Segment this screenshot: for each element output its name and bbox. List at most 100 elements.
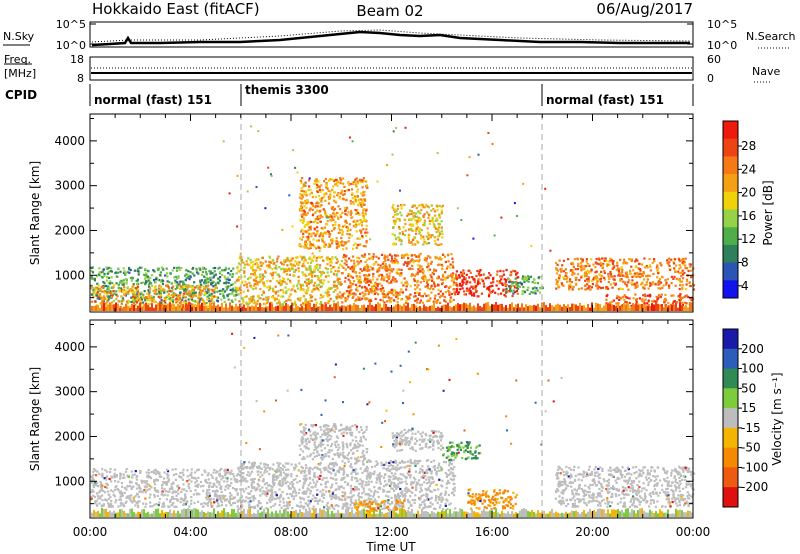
power-near-range-band	[279, 303, 281, 311]
power-cell-4	[386, 294, 389, 297]
power-cell-4	[440, 278, 443, 281]
power-cell-4	[421, 295, 424, 298]
velocity-cell-0	[109, 495, 112, 499]
velocity-cell-1	[335, 478, 338, 481]
power-near-range-band	[115, 302, 117, 311]
power-cell-3	[300, 245, 303, 248]
power-cell-8	[680, 258, 684, 261]
power-cell-1	[158, 284, 161, 287]
power-cell-2	[252, 264, 255, 267]
power-cell-2	[285, 290, 288, 293]
power-cell-8	[672, 260, 675, 264]
power-near-range-band	[129, 307, 131, 311]
power-cell-1	[155, 290, 158, 293]
power-near-range-band	[547, 307, 549, 311]
power-cell-2	[302, 302, 305, 305]
power-near-range-band	[201, 302, 203, 311]
power-near-range-band	[559, 304, 561, 311]
power-cell-4	[353, 280, 356, 283]
velocity-cell-0	[122, 476, 125, 479]
power-cell-5	[423, 206, 426, 209]
power-cell-3	[308, 185, 311, 188]
power-cell-1	[143, 296, 146, 299]
power-cell-0	[171, 300, 175, 303]
power-near-range-band	[219, 306, 221, 311]
power-cell-2	[250, 295, 253, 299]
velocity-cell-1	[324, 466, 327, 469]
noise-right-tick-top: 10^5	[707, 18, 737, 31]
power-cell-9	[681, 302, 684, 305]
power-cell-1	[132, 301, 136, 305]
velocity-cell-0	[211, 485, 214, 488]
velocity-cell-0	[188, 487, 191, 490]
power-cell-0	[217, 282, 220, 285]
power-cell-0	[191, 267, 194, 270]
power-near-range-band	[675, 302, 677, 311]
power-cell-7	[533, 281, 537, 285]
velocity-cell-0	[209, 499, 212, 502]
power-cell-4	[400, 272, 403, 275]
power-near-range-band	[99, 307, 101, 311]
power-near-range-band	[203, 306, 205, 311]
power-cell-1	[205, 286, 208, 289]
power-cell-2	[251, 267, 254, 270]
power-near-range-band	[471, 306, 473, 311]
power-near-range-band	[525, 304, 527, 311]
power-cell-4	[390, 289, 393, 292]
power-cell-1	[171, 294, 174, 297]
power-cell-3	[323, 241, 326, 244]
power-cell-8	[555, 272, 559, 275]
power-cell-2	[282, 277, 286, 280]
velocity-cell-0	[181, 498, 184, 501]
power-cell-8	[631, 283, 634, 286]
power-cell-4	[385, 273, 388, 276]
power-cell-9	[643, 293, 647, 296]
power-cell-3	[348, 183, 351, 186]
power-cell-4	[359, 292, 362, 295]
power-cell-2	[337, 266, 340, 269]
power-cell-5	[412, 215, 415, 218]
power-cell-8	[617, 274, 620, 277]
power-cell-0	[144, 277, 147, 280]
power-cell-4	[372, 273, 375, 276]
power-cell-0	[201, 270, 205, 274]
power-cell-2	[319, 293, 323, 296]
power-cell-0	[189, 275, 192, 278]
power-cell-9	[641, 298, 644, 301]
power-cell-4	[394, 260, 397, 263]
power-cell-0	[200, 273, 204, 276]
power-cell-1	[99, 302, 102, 305]
power-near-range-band	[557, 303, 559, 311]
power-cell-3	[309, 220, 313, 223]
power-cell-4	[424, 285, 427, 288]
power-cell-1	[95, 304, 98, 307]
power-cell-6	[476, 295, 479, 298]
power-cell-4	[344, 276, 347, 279]
power-cell-2	[237, 269, 240, 272]
power-cell-5	[427, 231, 430, 234]
power-near-range-band	[561, 306, 563, 311]
power-cell-0	[227, 281, 230, 284]
velocity-cell-0	[109, 468, 112, 471]
power-cell-3	[324, 211, 327, 214]
power-cell-8	[615, 268, 618, 271]
power-cell-4	[415, 273, 418, 276]
power-cell-3	[354, 178, 357, 181]
power-cell-8	[689, 265, 692, 268]
power-cell-2	[292, 263, 295, 266]
power-cell-2	[310, 274, 314, 277]
power-cell-2	[256, 275, 259, 278]
velocity-cell-0	[124, 501, 127, 504]
power-cell-5	[398, 218, 401, 221]
velocity-cell-0	[226, 477, 229, 480]
power-near-range-band	[421, 307, 423, 311]
power-cell-2	[307, 282, 310, 285]
power-cell-8	[646, 266, 649, 269]
power-cell-5	[436, 227, 439, 230]
power-cell-0	[188, 278, 191, 281]
power-cell-5	[392, 243, 395, 246]
power-cell-4	[418, 292, 421, 295]
power-cell-3	[339, 179, 343, 182]
power-cell-3	[340, 190, 343, 193]
power-cell-7	[536, 289, 539, 292]
